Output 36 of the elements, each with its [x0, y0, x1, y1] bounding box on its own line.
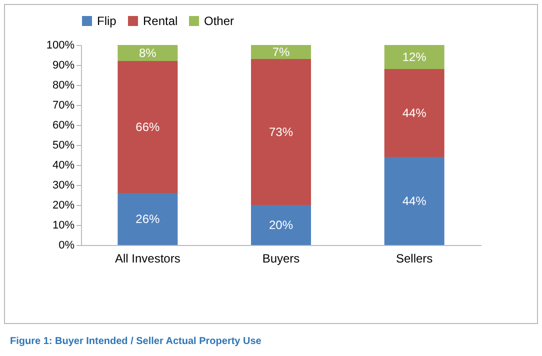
y-tick-label: 20% [52, 200, 75, 212]
bar [251, 59, 311, 205]
y-tick-label: 10% [52, 220, 75, 232]
legend-label: Other [204, 14, 234, 28]
data-label: 44% [402, 194, 427, 208]
bar [384, 45, 444, 69]
y-tick-label: 40% [52, 160, 75, 172]
caption: Figure 1: Buyer Intended / Seller Actual Property Use [10, 336, 262, 347]
data-label: 44% [402, 106, 427, 120]
y-tick-label: 90% [52, 60, 75, 72]
y-tick-label: 50% [52, 140, 75, 152]
bar [118, 45, 178, 61]
bar [118, 61, 178, 193]
bar [384, 69, 444, 157]
data-label: 12% [402, 50, 427, 64]
x-tick-label: Sellers [396, 252, 433, 266]
data-label: 20% [268, 218, 294, 232]
bar [384, 157, 444, 245]
data-label: 8% [138, 46, 157, 60]
bar [118, 193, 178, 245]
y-tick-label: 0% [58, 240, 75, 252]
x-tick-label: All Investors [114, 252, 180, 266]
bar [251, 205, 311, 245]
y-tick-label: 60% [52, 120, 75, 132]
y-tick-label: 100% [46, 40, 75, 52]
data-label: 7% [272, 45, 290, 59]
bar [251, 45, 311, 59]
data-label: 73% [268, 125, 294, 139]
y-tick-label: 30% [52, 180, 75, 192]
data-label: 26% [136, 212, 160, 226]
y-tick-label: 80% [52, 80, 75, 92]
legend-label: Flip [97, 14, 117, 28]
y-tick-label: 70% [52, 100, 75, 112]
x-tick-label: Buyers [262, 252, 300, 266]
data-label: 66% [136, 120, 160, 134]
legend-label: Rental [143, 14, 178, 28]
